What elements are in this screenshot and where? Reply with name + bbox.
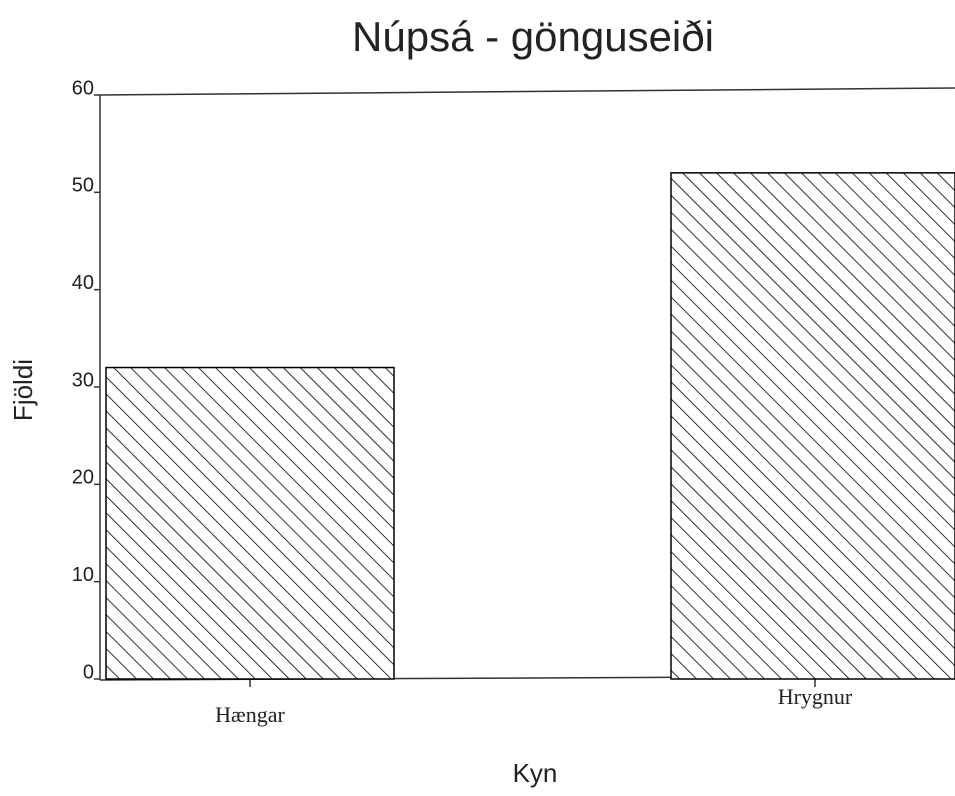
y-tick-label: 30	[72, 369, 94, 391]
chart-title: Núpsá - gönguseiði	[352, 13, 714, 60]
y-tick-label: 50	[72, 175, 94, 197]
y-axis-label: Fjöldi	[8, 359, 38, 421]
x-axis-label: Kyn	[513, 758, 558, 788]
y-tick-label: 20	[72, 467, 94, 489]
y-tick-label: 60	[72, 77, 94, 99]
plot-frame-top	[99, 87, 955, 96]
y-tick-label: 40	[72, 272, 94, 294]
x-tick-label: Hrygnur	[778, 684, 853, 709]
bar	[670, 172, 955, 680]
y-tick-label: 10	[72, 564, 94, 586]
bar	[105, 366, 395, 680]
x-tick-label: Hængar	[215, 702, 285, 727]
y-tick-label: 0	[83, 661, 94, 683]
